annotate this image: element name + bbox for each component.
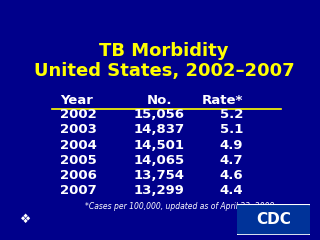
FancyBboxPatch shape: [235, 204, 312, 235]
Text: 4.4: 4.4: [220, 184, 243, 197]
Text: 4.9: 4.9: [220, 138, 243, 151]
Text: 5.2: 5.2: [220, 108, 243, 121]
Text: 14,065: 14,065: [133, 154, 185, 167]
Text: 2007: 2007: [60, 184, 97, 197]
Text: Rate*: Rate*: [202, 94, 243, 107]
Text: United States, 2002–2007: United States, 2002–2007: [34, 62, 294, 80]
Text: 2003: 2003: [60, 123, 97, 136]
Text: 2002: 2002: [60, 108, 97, 121]
Text: 14,501: 14,501: [133, 138, 185, 151]
Text: Year: Year: [60, 94, 93, 107]
Text: 2006: 2006: [60, 169, 97, 182]
Text: 13,754: 13,754: [133, 169, 185, 182]
Text: CDC: CDC: [256, 212, 291, 227]
Text: 2005: 2005: [60, 154, 97, 167]
Text: 2004: 2004: [60, 138, 97, 151]
Text: 14,837: 14,837: [133, 123, 185, 136]
Text: *Cases per 100,000, updated as of April 23, 2008.: *Cases per 100,000, updated as of April …: [84, 202, 276, 211]
Text: ❖: ❖: [20, 213, 31, 226]
Text: 5.1: 5.1: [220, 123, 243, 136]
Text: TB Morbidity: TB Morbidity: [99, 42, 229, 60]
Text: 4.6: 4.6: [220, 169, 243, 182]
Text: 15,056: 15,056: [133, 108, 185, 121]
Text: No.: No.: [146, 94, 172, 107]
Text: 13,299: 13,299: [134, 184, 184, 197]
Text: 4.7: 4.7: [220, 154, 243, 167]
